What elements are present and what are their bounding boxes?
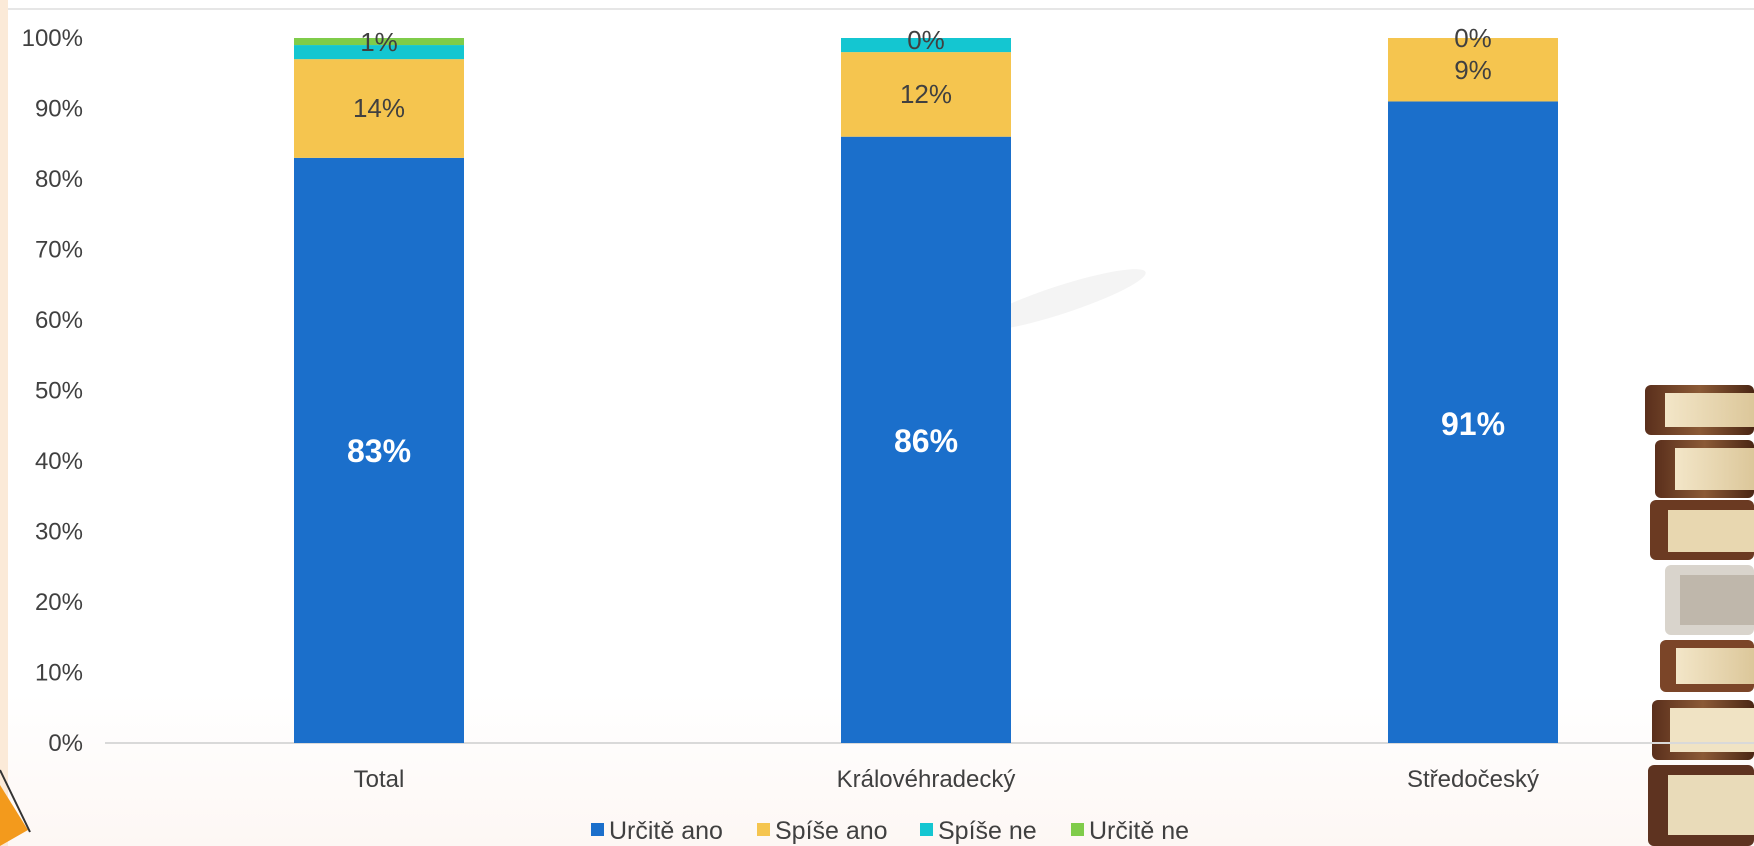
legend-label: Spíše ano xyxy=(775,817,888,845)
y-tick-label: 50% xyxy=(35,378,83,405)
bar-segment xyxy=(294,157,464,744)
legend-label: Určitě ano xyxy=(609,817,723,845)
y-axis: 0% 10% 20% 30% 40% 50% 60% 70% 80% 90% 100% xyxy=(22,25,83,757)
legend-swatch xyxy=(591,823,604,836)
x-category-label: Total xyxy=(354,766,405,793)
y-tick-label: 100% xyxy=(22,25,83,52)
y-tick-label: 10% xyxy=(35,660,83,687)
legend-swatch xyxy=(1071,823,1084,836)
bar-segment xyxy=(294,59,464,158)
x-category-label: Královéhradecký xyxy=(837,766,1016,793)
bar-segment xyxy=(841,38,1011,53)
y-tick-label: 30% xyxy=(35,519,83,546)
x-category-label: Středočeský xyxy=(1407,766,1539,793)
soft-glare xyxy=(974,269,1146,331)
plot-area: 83% 86% 91%14% 12%9%0% 0%1% xyxy=(105,23,1754,744)
legend-label: Spíše ne xyxy=(938,817,1037,845)
bar-segment xyxy=(841,52,1011,137)
bar-segment xyxy=(294,38,464,46)
y-tick-label: 80% xyxy=(35,166,83,193)
y-tick-label: 70% xyxy=(35,237,83,264)
bar-segment xyxy=(841,136,1011,743)
legend-swatch xyxy=(920,823,933,836)
bar-segment xyxy=(1388,38,1558,102)
bar-segment xyxy=(294,45,464,60)
data-label: 83% xyxy=(347,433,411,469)
orange-corner-outline xyxy=(0,769,31,833)
orange-corner-shape xyxy=(0,785,28,846)
y-tick-label: 40% xyxy=(35,448,83,475)
data-label: 0% xyxy=(907,25,945,55)
data-label: 12% xyxy=(900,79,952,109)
bar-segment xyxy=(1388,101,1558,743)
y-tick-label: 20% xyxy=(35,589,83,616)
data-label: 0% xyxy=(1454,23,1492,53)
legend-label: Určitě ne xyxy=(1089,817,1189,845)
data-label: 1% xyxy=(360,27,398,57)
y-tick-label: 90% xyxy=(35,96,83,123)
legend-swatch xyxy=(757,823,770,836)
data-label: 9% xyxy=(1454,55,1492,85)
book-stack-illustration xyxy=(1645,385,1754,846)
legend: Určitě ano Spíše ano Spíše ne Určitě ne xyxy=(591,817,1189,845)
data-label: 91% xyxy=(1441,406,1505,442)
left-edge-strip xyxy=(0,0,8,846)
data-label: 86% xyxy=(894,423,958,459)
data-label: 14% xyxy=(353,93,405,123)
x-axis: Total Královéhradecký Středočeský xyxy=(354,766,1539,793)
y-tick-label: 60% xyxy=(35,307,83,334)
y-tick-label: 0% xyxy=(48,730,83,757)
